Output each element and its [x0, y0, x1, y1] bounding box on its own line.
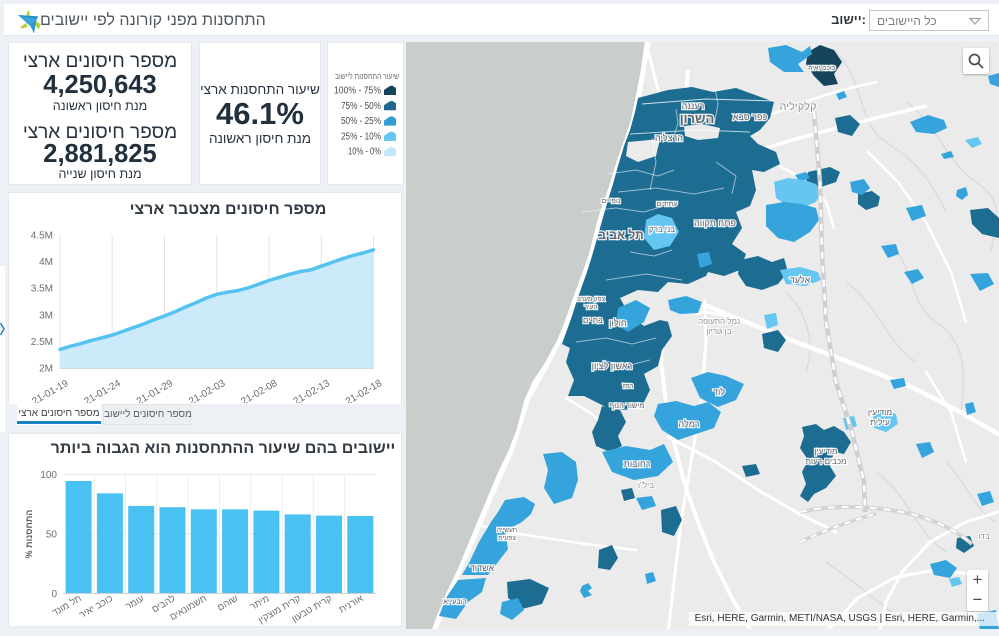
svg-text:עתידים: עתידים — [656, 201, 677, 208]
svg-text:רמלה: רמלה — [679, 419, 700, 429]
svg-text:25% - 10%: 25% - 10% — [341, 131, 381, 142]
svg-text:מודיעין: מודיעין — [868, 407, 892, 417]
svg-text:שיעור התחסנות ליישוב: שיעור התחסנות ליישוב — [335, 71, 399, 81]
svg-text:כוכב יאיר: כוכב יאיר — [808, 65, 835, 72]
svg-text:21-02-03: 21-02-03 — [187, 378, 228, 403]
svg-text:נופי ים: נופי ים — [601, 198, 620, 205]
svg-text:יישובים בהם שיעור ההתחסנות הוא: יישובים בהם שיעור ההתחסנות הוא הגבוה ביו… — [51, 440, 396, 457]
svg-text:רחובות: רחובות — [624, 459, 651, 469]
svg-text:50: 50 — [46, 530, 58, 541]
svg-text:21-02-18: 21-02-18 — [344, 378, 385, 403]
svg-text:תל אביב: תל אביב — [598, 228, 644, 242]
svg-text:אלעד: אלעד — [790, 275, 811, 285]
svg-text:4M: 4M — [39, 257, 53, 268]
svg-text:21-01-24: 21-01-24 — [83, 378, 124, 403]
svg-text:בדו: בדו — [978, 532, 990, 541]
svg-text:ראשון לציון: ראשון לציון — [592, 361, 633, 371]
svg-text:צפון מערב: צפון מערב — [577, 296, 605, 303]
svg-text:4.5M: 4.5M — [31, 231, 53, 242]
svg-text:21-01-19: 21-01-19 — [30, 378, 71, 403]
svg-text:השרון: השרון — [680, 111, 715, 126]
svg-text:0: 0 — [51, 589, 57, 600]
svg-text:75% - 50%: 75% - 50% — [341, 101, 381, 112]
svg-text:רמז: רמז — [623, 383, 634, 390]
svg-text:10% - 0%: 10% - 0% — [348, 147, 381, 158]
svg-text:2.5M: 2.5M — [31, 337, 53, 348]
svg-text:תעשייה: תעשייה — [497, 527, 517, 534]
svg-text:% התחסנות: % התחסנות — [24, 510, 34, 559]
svg-text:מכבים-רעות: מכבים-רעות — [805, 457, 846, 466]
svg-text:חולון: חולון — [609, 318, 627, 328]
svg-text:הרצליה: הרצליה — [655, 133, 683, 143]
svg-text:רובע יא: רובע יא — [443, 597, 466, 606]
svg-text:צפונית: צפונית — [498, 535, 516, 542]
svg-text:100% - 75%: 100% - 75% — [334, 86, 381, 97]
svg-text:21-01-29: 21-01-29 — [135, 378, 176, 403]
svg-text:עומר: עומר — [124, 593, 147, 613]
svg-text:אורנית: אורנית — [337, 593, 365, 616]
svg-text:שוהם: שוהם — [216, 593, 240, 613]
svg-text:קלקיליה: קלקיליה — [780, 100, 817, 113]
svg-text:100: 100 — [40, 470, 57, 481]
svg-text:עילית: עילית — [870, 417, 890, 427]
svg-text:21-02-13: 21-02-13 — [292, 378, 333, 403]
svg-text:50% - 25%: 50% - 25% — [341, 116, 381, 127]
svg-text:אשדוד: אשדוד — [470, 563, 495, 573]
svg-text:21-02-08: 21-02-08 — [239, 378, 280, 403]
svg-text:כוכב יאיר: כוכב יאיר — [78, 593, 115, 621]
svg-text:3M: 3M — [39, 311, 53, 322]
svg-text:נמל התעופה: נמל התעופה — [698, 317, 740, 326]
svg-text:בת ים: בת ים — [583, 316, 603, 325]
svg-text:3.5M: 3.5M — [31, 284, 53, 295]
svg-text:ביל"ו: ביל"ו — [638, 481, 654, 490]
svg-text:בני ברק: בני ברק — [649, 225, 675, 234]
svg-text:לוד: לוד — [713, 387, 725, 397]
svg-text:מישור הנוף: מישור הנוף — [610, 401, 645, 410]
svg-text:2M: 2M — [39, 364, 53, 375]
svg-text:פתח תקווה: פתח תקווה — [694, 218, 736, 228]
svg-text:כפר סבא: כפר סבא — [733, 112, 768, 122]
svg-text:העיר: העיר — [584, 304, 597, 311]
svg-text:מודיעין: מודיעין — [815, 447, 838, 456]
svg-text:מספר חיסונים מצטבר ארצי: מספר חיסונים מצטבר ארצי — [130, 201, 327, 218]
svg-text:רעננה: רעננה — [682, 101, 705, 111]
svg-text:בן גוריון: בן גוריון — [706, 327, 731, 336]
